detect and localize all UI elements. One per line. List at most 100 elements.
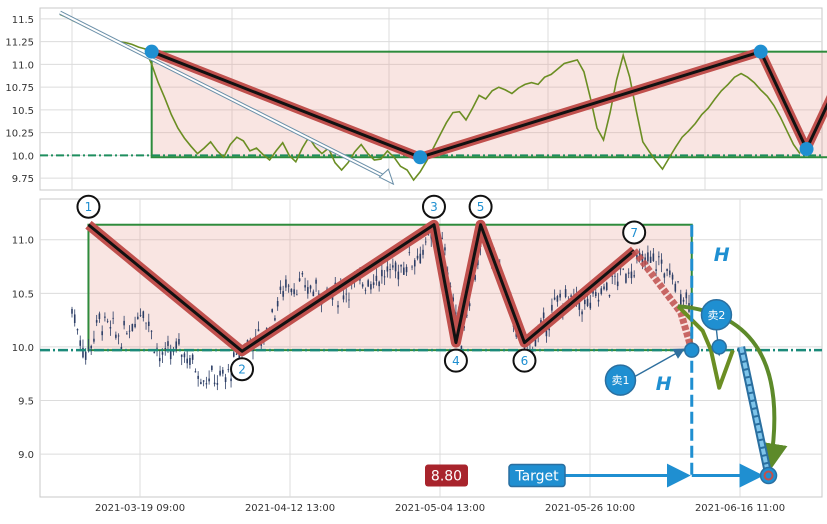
candle-body — [581, 311, 583, 315]
candle-body — [134, 323, 136, 328]
candle-body — [559, 293, 561, 298]
candle-body — [194, 371, 197, 373]
candle-body — [205, 383, 208, 385]
candle-body — [542, 312, 545, 319]
candle-body — [345, 293, 348, 295]
pivot-label: 5 — [477, 200, 485, 214]
candle-body — [285, 279, 287, 288]
candle-body — [71, 308, 73, 314]
candle-body — [304, 285, 306, 288]
candle-body — [655, 269, 657, 271]
candle-body — [202, 380, 205, 382]
candle-body — [405, 266, 408, 273]
top-pivot-dot — [753, 44, 768, 59]
candle-body — [361, 284, 364, 287]
candle-body — [142, 311, 145, 319]
candle-body — [235, 353, 238, 355]
candle-body — [227, 369, 230, 371]
candle-body — [90, 346, 92, 349]
candle-body — [685, 292, 688, 299]
bottom-xtick-label: 2021-05-04 13:00 — [395, 503, 485, 514]
candle-body — [282, 291, 284, 297]
sell-arrow — [635, 348, 685, 377]
candle-body — [232, 352, 235, 357]
candle-body — [594, 292, 597, 297]
candle-body — [394, 262, 397, 272]
candle-body — [172, 351, 175, 353]
bottom-ytick-label: 10.5 — [12, 289, 34, 300]
candle-body — [638, 252, 641, 257]
pivot-label: 7 — [630, 226, 638, 240]
candle-body — [578, 300, 581, 310]
candle-body — [630, 271, 633, 279]
candle-body — [570, 295, 572, 297]
candle-body — [156, 347, 158, 349]
candle-body — [427, 234, 430, 236]
candle-body — [230, 378, 232, 382]
bottom-xtick-label: 2021-04-12 13:00 — [245, 503, 335, 514]
sell-point-dot — [684, 342, 700, 358]
candle-body — [180, 354, 183, 357]
candle-body — [677, 281, 679, 283]
candle-body — [603, 286, 605, 290]
candle-body — [106, 320, 109, 322]
candle-body — [189, 358, 191, 365]
top-ytick-label: 11.25 — [5, 38, 34, 49]
sell-badge — [700, 299, 733, 331]
candle-body — [589, 302, 592, 309]
candle-body — [208, 378, 210, 382]
pivot-marker — [622, 220, 647, 245]
candle-body — [383, 276, 386, 278]
candle-body — [669, 270, 671, 275]
candle-body — [616, 281, 619, 287]
top-pivot-dot — [144, 44, 159, 59]
candle-body — [296, 294, 298, 296]
top-plot-frame — [39, 7, 823, 191]
candle-body — [666, 268, 668, 272]
pivot-marker — [512, 348, 537, 373]
candle-body — [73, 314, 76, 324]
top-pivot-dot — [799, 142, 814, 157]
bottom-red-projection — [631, 248, 696, 352]
candle-body — [551, 304, 553, 311]
candle-body — [584, 299, 586, 305]
candle-body — [474, 274, 476, 280]
candle-body — [625, 273, 627, 283]
top-ytick-label: 10.5 — [12, 106, 34, 117]
candle-body — [627, 272, 630, 274]
pivot-marker — [76, 194, 101, 219]
candle-body — [381, 269, 383, 277]
candle-body — [318, 293, 320, 295]
candle-body — [389, 269, 391, 271]
bottom-blue-projection — [739, 346, 771, 476]
sell-badge — [604, 364, 637, 396]
candle-body — [115, 334, 117, 338]
sell-badge-label: 卖1 — [611, 374, 629, 387]
candle-body — [674, 283, 677, 292]
candle-body — [153, 351, 156, 354]
candle-body — [378, 281, 380, 287]
candle-body — [444, 247, 446, 251]
pivot-label: 1 — [85, 200, 93, 214]
candle-body — [614, 275, 616, 277]
candle-body — [293, 289, 295, 295]
candle-body — [622, 268, 625, 270]
pivot-label: 3 — [430, 200, 438, 214]
candle-body — [147, 321, 150, 327]
candle-body — [534, 338, 537, 347]
candle-body — [161, 352, 164, 355]
pivot-marker — [421, 194, 446, 219]
top-ytick-label: 11.0 — [12, 60, 34, 71]
candle-body — [274, 318, 276, 321]
bottom-xtick-label: 2021-06-16 11:00 — [695, 503, 785, 514]
candle-body — [608, 294, 611, 297]
candle-body — [95, 320, 98, 323]
top-pivot-dot — [413, 150, 428, 165]
candle-body — [531, 351, 534, 352]
candle-body — [597, 299, 600, 302]
candle-body — [392, 265, 394, 268]
candle-body — [540, 319, 542, 324]
candle-body — [216, 383, 219, 385]
top-ytick-label: 11.5 — [12, 15, 34, 26]
